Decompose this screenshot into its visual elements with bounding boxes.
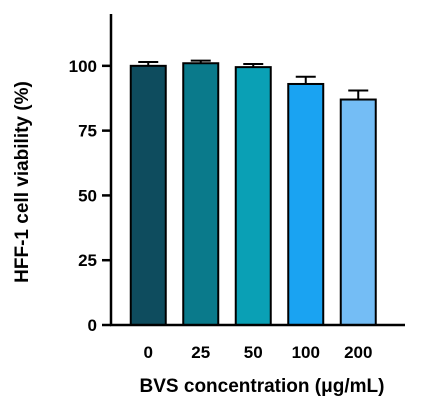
- bar-200: [339, 98, 377, 327]
- y-axis-title-group: HFF-1 cell viability (%): [12, 81, 33, 283]
- x-tick-label-50: 50: [244, 343, 263, 362]
- plot-area: 0 25 50 100 200 0 25 50 75 100: [69, 14, 405, 362]
- y-axis-title: HFF-1 cell viability (%): [12, 81, 33, 283]
- x-tick-label-0: 0: [144, 343, 153, 362]
- bar-25: [182, 62, 220, 326]
- y-tick-label-0: 0: [88, 316, 97, 335]
- bar-100: [287, 82, 325, 326]
- y-tick-label-25: 25: [78, 251, 97, 270]
- y-tick-label-100: 100: [69, 57, 97, 76]
- x-tick-label-200: 200: [344, 343, 372, 362]
- x-tick-label-25: 25: [191, 343, 210, 362]
- bar-50: [234, 66, 272, 326]
- x-axis-title: BVS concentration (μg/mL): [140, 376, 385, 397]
- y-tick-label-50: 50: [78, 186, 97, 205]
- bar-0: [129, 64, 167, 326]
- y-tick-label-75: 75: [78, 122, 97, 141]
- x-tick-label-100: 100: [292, 343, 320, 362]
